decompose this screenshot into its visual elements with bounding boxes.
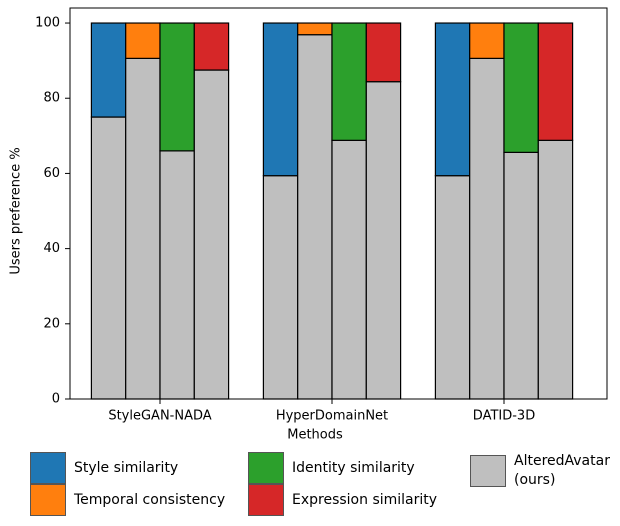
legend-swatch: [30, 484, 66, 516]
y-tick-label: 80: [43, 91, 60, 106]
legend-swatch: [30, 452, 66, 484]
legend-label: Identity similarity: [292, 459, 415, 476]
y-tick-label: 0: [52, 392, 60, 407]
bar-segment: [262, 175, 299, 400]
legend-label: Temporal consistency: [74, 491, 226, 508]
legend-item: AlteredAvatar (ours): [470, 452, 620, 490]
bar-segment: [503, 151, 539, 400]
x-tick-label: StyleGAN-NADA: [108, 409, 211, 424]
chart: Methods Users preference % 0 20 40 60 80 100 S…: [9, 7, 608, 443]
bar-segment: [90, 22, 127, 118]
bar-segment: [297, 22, 333, 36]
y-axis-label: Users preference %: [9, 147, 24, 274]
bar-segment: [193, 22, 230, 71]
y-tick-label: 20: [43, 316, 60, 331]
plot-frame: [69, 7, 608, 400]
bar-segment: [469, 22, 505, 59]
legend-item: Style similarity: [30, 452, 178, 484]
bar-segment: [434, 175, 471, 400]
x-axis-label: Methods: [287, 428, 343, 443]
bar-segment: [159, 22, 195, 152]
legend-label: AlteredAvatar (ours): [514, 453, 610, 488]
legend-swatch: [470, 455, 506, 487]
bar-segment: [503, 22, 539, 153]
y-tick-label: 40: [43, 241, 60, 256]
bar-segment: [365, 22, 402, 83]
legend-item: Temporal consistency: [30, 484, 225, 516]
x-tick-label: HyperDomainNet: [276, 409, 388, 424]
bar-segment: [90, 116, 127, 400]
bar-segment: [537, 139, 574, 400]
legend-item: Expression similarity: [248, 484, 437, 516]
bar-segment: [331, 22, 367, 141]
bar-segment: [125, 57, 161, 400]
y-tick-label: 60: [43, 166, 60, 181]
y-tick-label: 100: [35, 16, 60, 31]
bar-segment: [159, 150, 195, 400]
bar-segment: [331, 139, 367, 400]
legend-label: Style similarity: [74, 459, 179, 476]
bar-segment: [193, 69, 230, 400]
bar-segment: [537, 22, 574, 141]
legend-item: Identity similarity: [248, 452, 415, 484]
x-tick-label: DATID-3D: [473, 409, 535, 424]
legend-label: Expression similarity: [292, 491, 438, 508]
bar-segment: [297, 34, 333, 400]
bar-segment: [262, 22, 299, 177]
bar-segment: [365, 81, 402, 400]
bar-segment: [469, 57, 505, 400]
legend-swatch: [248, 452, 284, 484]
bar-segment: [434, 22, 471, 177]
bar-segment: [125, 22, 161, 59]
legend-swatch: [248, 484, 284, 516]
